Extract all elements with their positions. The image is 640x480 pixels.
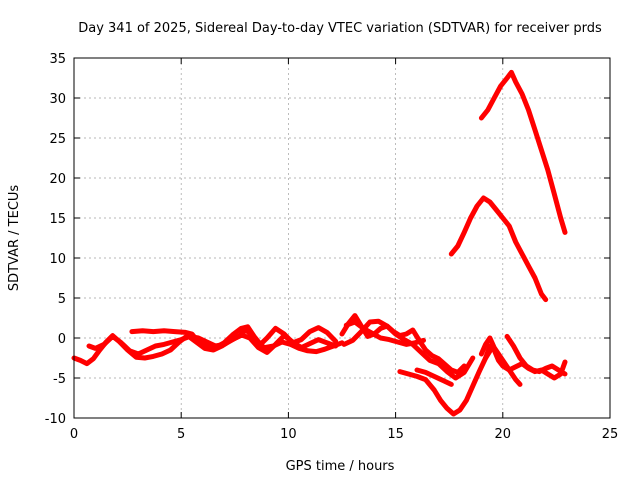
y-tick-label: 0 bbox=[58, 332, 66, 347]
series-track-7 bbox=[397, 345, 495, 417]
y-tick-label: -10 bbox=[45, 412, 66, 427]
y-tick-label: -5 bbox=[53, 372, 66, 387]
chart-title: Day 341 of 2025, Sidereal Day-to-day VTE… bbox=[78, 21, 602, 36]
x-tick-label: 20 bbox=[495, 427, 512, 442]
y-tick-label: 20 bbox=[49, 172, 66, 187]
ticks: 0 5 10 15 20 25 -10 -5 0 5 10 15 20 25 30 35 bbox=[45, 52, 619, 442]
x-tick-label: 10 bbox=[280, 427, 297, 442]
x-tick-label: 5 bbox=[177, 427, 185, 442]
x-tick-label: 15 bbox=[387, 427, 404, 442]
x-tick-label: 0 bbox=[70, 427, 78, 442]
series-track-3 bbox=[86, 332, 339, 357]
plot-frame bbox=[73, 57, 611, 419]
series-track-11 bbox=[504, 333, 568, 377]
y-tick-label: 15 bbox=[49, 212, 66, 227]
series-track-9 bbox=[478, 335, 523, 387]
series-track-12 bbox=[448, 195, 549, 303]
y-tick-label: 25 bbox=[49, 132, 66, 147]
grid bbox=[74, 58, 610, 418]
x-axis-label: GPS time / hours bbox=[286, 459, 395, 474]
series-track-8 bbox=[414, 367, 454, 387]
y-tick-label: 35 bbox=[49, 52, 66, 67]
y-tick-label: 5 bbox=[58, 292, 66, 307]
series-track-2 bbox=[129, 324, 339, 351]
y-tick-label: 30 bbox=[49, 92, 66, 107]
x-tick-label: 25 bbox=[602, 427, 619, 442]
series-track-6 bbox=[343, 319, 426, 347]
y-tick-label: 10 bbox=[49, 252, 66, 267]
series-track-13 bbox=[478, 69, 568, 235]
y-axis-label: SDTVAR / TECUs bbox=[7, 185, 22, 292]
series-layer bbox=[71, 69, 568, 417]
